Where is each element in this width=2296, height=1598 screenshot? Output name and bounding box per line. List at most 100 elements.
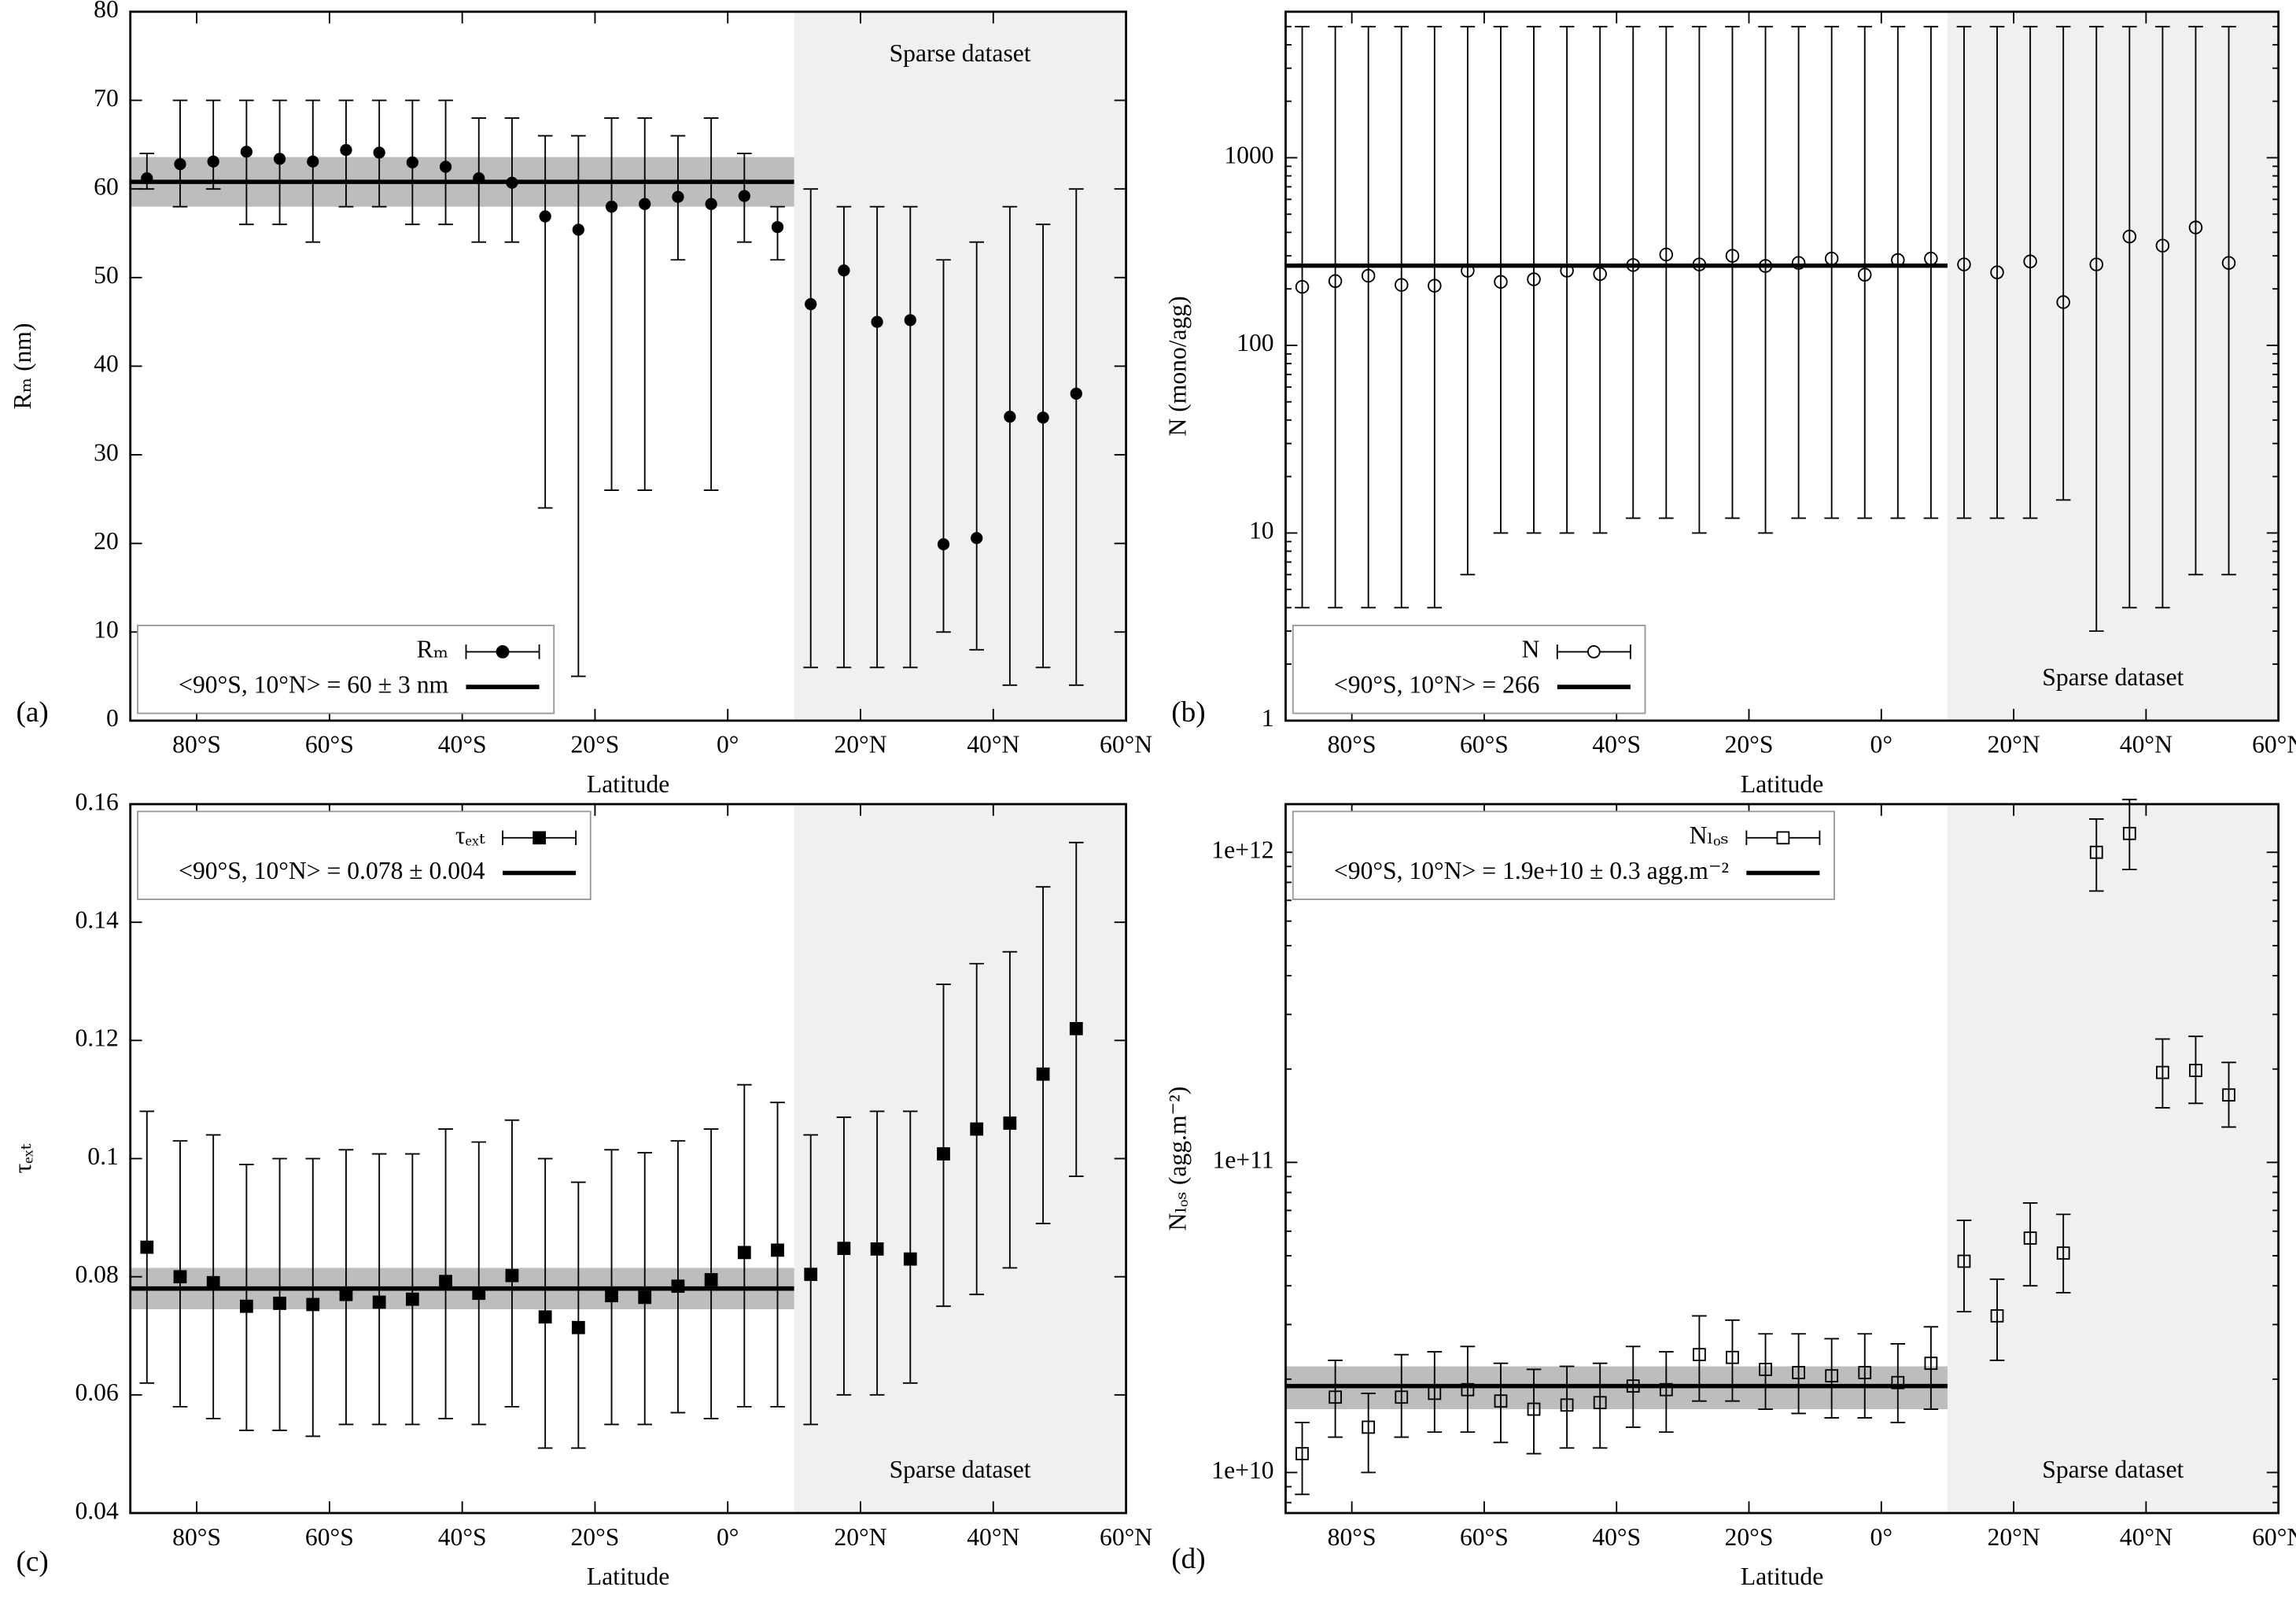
y-tick-label: 80 — [94, 0, 119, 23]
panel-label: (b) — [1171, 696, 1205, 729]
marker — [571, 1320, 585, 1334]
marker — [605, 201, 618, 213]
legend-swatch — [496, 645, 510, 659]
error-bar — [969, 241, 985, 651]
y-tick-label: 0.16 — [75, 788, 118, 815]
marker — [1070, 387, 1082, 400]
panel: Sparse dataset 0.04 0.06 0.08 0.1 0.12 0.14 0.1… — [9, 788, 1152, 1590]
marker — [240, 1299, 253, 1313]
error-bar — [1824, 1338, 1839, 1419]
error-bar — [1659, 25, 1674, 519]
error-bar — [1068, 841, 1084, 1177]
sparse-region — [794, 11, 1126, 721]
marker — [1957, 257, 1971, 271]
error-bar — [637, 117, 653, 492]
marker — [1593, 1396, 1607, 1410]
marker — [306, 1297, 320, 1312]
x-tick-label: 0° — [1870, 731, 1892, 758]
marker — [937, 538, 950, 551]
error-bar — [770, 205, 785, 261]
panel-label: (c) — [16, 1546, 48, 1578]
x-axis-label: Latitude — [587, 770, 669, 798]
marker — [1891, 1375, 1905, 1389]
error-bar — [1758, 25, 1773, 534]
marker — [1560, 1398, 1574, 1412]
error-bar — [305, 99, 321, 243]
marker — [141, 172, 153, 185]
error-bar — [1493, 1362, 1509, 1444]
marker — [1527, 272, 1541, 286]
x-tick-label: 0° — [717, 1523, 739, 1551]
legend-swatch — [1776, 831, 1790, 845]
y-tick-label: 50 — [94, 261, 119, 289]
marker — [206, 1275, 220, 1290]
legend-box — [1292, 624, 1646, 714]
error-bar — [1295, 1421, 1310, 1496]
marker — [1004, 410, 1016, 423]
error-bar — [2088, 25, 2104, 633]
marker — [405, 1292, 419, 1306]
marker — [2023, 254, 2037, 269]
x-tick-label: 60°N — [1100, 731, 1152, 758]
marker — [1725, 249, 1740, 263]
marker — [1560, 264, 1574, 278]
marker — [671, 1279, 685, 1294]
marker — [506, 176, 518, 189]
error-bar — [1526, 1368, 1542, 1455]
marker — [1428, 279, 1442, 293]
panel: Sparse dataset 1 10 100 1000 80°S 60°S 40°S 20°S… — [1164, 10, 2296, 798]
error-bar — [1460, 25, 1476, 576]
marker — [937, 1147, 950, 1161]
marker — [870, 1242, 884, 1256]
error-bar — [1559, 25, 1575, 534]
marker — [1825, 1369, 1839, 1382]
marker — [971, 532, 983, 544]
error-bar — [1692, 1315, 1707, 1402]
x-tick-label: 20°S — [571, 731, 620, 758]
marker — [2155, 238, 2170, 253]
plot-frame — [129, 10, 1127, 722]
panel: Sparse dataset 1e+10 1e+11 1e+12 80°S 60°S 40°… — [1164, 799, 2296, 1590]
x-tick-label: 20°N — [834, 1523, 886, 1551]
marker — [1693, 1348, 1706, 1362]
x-tick-label: 40°S — [438, 731, 487, 758]
marker — [406, 156, 418, 168]
x-tick-label: 40°N — [967, 731, 1019, 758]
marker — [473, 172, 485, 185]
error-bar — [205, 99, 221, 190]
marker — [1659, 1382, 1673, 1397]
marker — [1461, 264, 1475, 278]
error-bar — [1002, 950, 1018, 1269]
error-bar — [2088, 818, 2104, 892]
x-tick-label: 20°S — [1725, 1523, 1774, 1551]
marker — [373, 146, 385, 159]
marker — [1626, 1379, 1640, 1393]
marker — [838, 264, 850, 277]
marker — [339, 1287, 353, 1301]
error-bar — [1526, 25, 1542, 534]
error-bar — [305, 1157, 321, 1437]
marker — [605, 1289, 618, 1303]
error-bar — [902, 1110, 918, 1384]
panel: Sparse dataset 0 10 20 30 40 50 60 70 80 80°S 60°S 4… — [9, 0, 1152, 798]
error-bar — [1592, 1362, 1608, 1449]
x-tick-label: 80°S — [172, 731, 221, 758]
error-bar — [1394, 25, 1410, 609]
marker — [1295, 1447, 1309, 1460]
marker — [1659, 247, 1674, 262]
legend-box — [1292, 810, 1835, 900]
error-bar — [371, 1153, 387, 1426]
error-bar — [869, 205, 885, 669]
marker — [2023, 1231, 2037, 1245]
error-bar — [504, 1119, 520, 1408]
y-axis-label: Nₗₒₛ (agg.m⁻²) — [1164, 1087, 1192, 1231]
marker — [1394, 278, 1409, 292]
y-tick-label: 1e+11 — [1212, 1146, 1273, 1174]
marker — [771, 220, 784, 234]
error-bar — [1427, 1351, 1443, 1434]
x-tick-label: 60°S — [1460, 1523, 1509, 1551]
marker — [738, 190, 750, 202]
y-axis-label: Rₘ (nm) — [9, 323, 36, 409]
error-bar — [471, 1141, 487, 1426]
